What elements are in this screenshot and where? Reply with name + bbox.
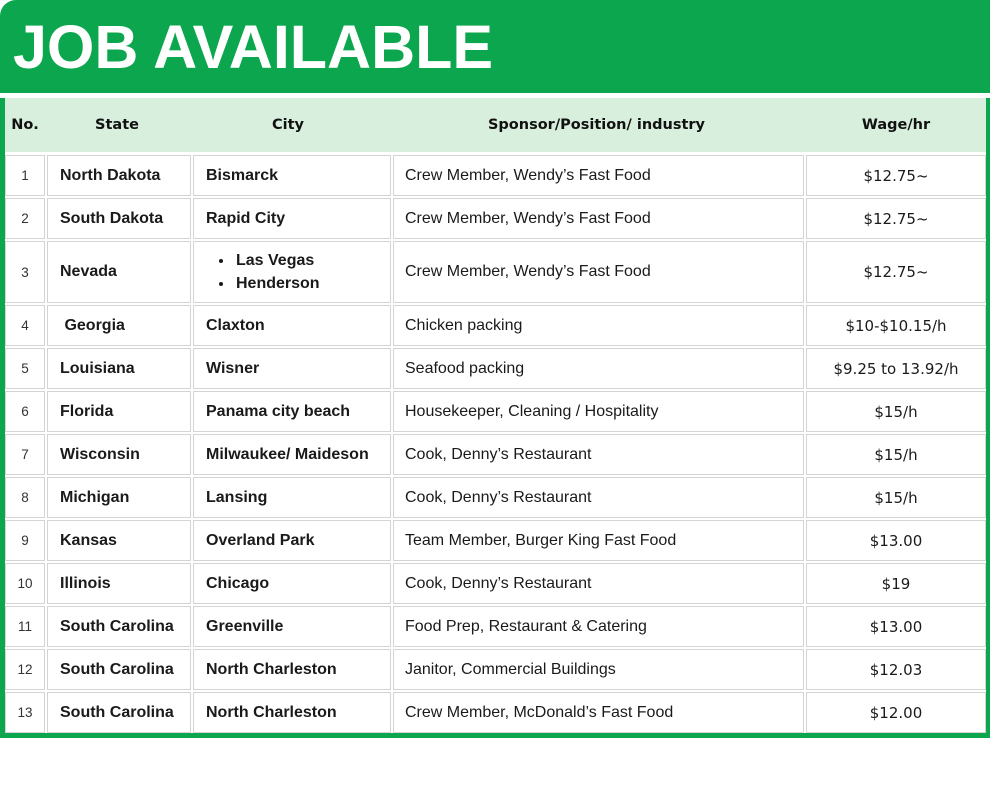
cell-wage: $12.03 [806, 649, 986, 691]
city-bullet-item: Las Vegas [234, 249, 320, 272]
cell-wage: $12.75~ [806, 155, 986, 196]
cell-row-number: 13 [5, 692, 45, 734]
table-row: 2 South Dakota Rapid City Crew Member, W… [5, 198, 986, 239]
column-header-wage: Wage/hr [861, 117, 931, 133]
cell-state: Wisconsin [47, 434, 191, 476]
table-row: 8 Michigan Lansing Cook, Denny’s Restaur… [5, 477, 986, 519]
cell-row-number: 8 [5, 477, 45, 519]
cell-wage: $15/h [806, 391, 986, 433]
cell-state: Kansas [47, 520, 191, 562]
cell-sponsor-position: Crew Member, Wendy’s Fast Food [393, 198, 804, 239]
cell-city: Las VegasHenderson [193, 241, 391, 304]
cell-row-number: 6 [5, 391, 45, 433]
cell-row-number: 1 [5, 155, 45, 196]
cell-sponsor-position: Chicken packing [393, 305, 804, 347]
column-header-state: State [95, 117, 139, 133]
cell-wage: $9.25 to 13.92/h [806, 348, 986, 390]
cell-sponsor-position: Cook, Denny’s Restaurant [393, 477, 804, 519]
cell-state: Louisiana [47, 348, 191, 390]
cell-city: North Charleston [193, 649, 391, 691]
table-body: 1 North Dakota Bismarck Crew Member, Wen… [5, 155, 986, 734]
cell-row-number: 7 [5, 434, 45, 476]
cell-city: Chicago [193, 563, 391, 605]
table-row: 7 Wisconsin Milwaukee/ Maideson Cook, De… [5, 434, 986, 476]
table-row: 6 Florida Panama city beach Housekeeper,… [5, 391, 986, 433]
cell-wage: $15/h [806, 434, 986, 476]
cell-sponsor-position: Crew Member, Wendy’s Fast Food [393, 241, 804, 304]
cell-sponsor-position: Housekeeper, Cleaning / Hospitality [393, 391, 804, 433]
cell-row-number: 2 [5, 198, 45, 239]
cell-wage: $13.00 [806, 520, 986, 562]
cell-city: Panama city beach [193, 391, 391, 433]
cell-city: Greenville [193, 606, 391, 648]
cell-state: Michigan [47, 477, 191, 519]
cell-city: North Charleston [193, 692, 391, 734]
table-row: 12 South Carolina North Charleston Janit… [5, 649, 986, 691]
cell-wage: $15/h [806, 477, 986, 519]
cell-state: North Dakota [47, 155, 191, 196]
table-row: 11 South Carolina Greenville Food Prep, … [5, 606, 986, 648]
column-header-sponsor: Sponsor/Position/ industry [487, 117, 706, 133]
city-bullet-item: Henderson [234, 272, 320, 295]
cell-wage: $12.00 [806, 692, 986, 734]
cell-city: Overland Park [193, 520, 391, 562]
cell-state: Illinois [47, 563, 191, 605]
cell-row-number: 10 [5, 563, 45, 605]
cell-wage: $13.00 [806, 606, 986, 648]
cell-city: Claxton [193, 305, 391, 347]
cell-sponsor-position: Food Prep, Restaurant & Catering [393, 606, 804, 648]
cell-row-number: 9 [5, 520, 45, 562]
cell-state: South Dakota [47, 198, 191, 239]
cell-row-number: 4 [5, 305, 45, 347]
cell-state: Florida [47, 391, 191, 433]
cell-state: South Carolina [47, 692, 191, 734]
cell-sponsor-position: Janitor, Commercial Buildings [393, 649, 804, 691]
cell-row-number: 11 [5, 606, 45, 648]
cell-sponsor-position: Cook, Denny’s Restaurant [393, 563, 804, 605]
cell-row-number: 3 [5, 241, 45, 304]
cell-city: Wisner [193, 348, 391, 390]
cell-sponsor-position: Crew Member, Wendy’s Fast Food [393, 155, 804, 196]
table-row: 4 Georgia Claxton Chicken packing $10-$1… [5, 305, 986, 347]
table-row: 10 Illinois Chicago Cook, Denny’s Restau… [5, 563, 986, 605]
cell-wage: $19 [806, 563, 986, 605]
table-row: 5 Louisiana Wisner Seafood packing $9.25… [5, 348, 986, 390]
cell-state: South Carolina [47, 606, 191, 648]
column-header-city: City [272, 117, 304, 133]
page-title: JOB AVAILABLE [13, 12, 494, 81]
column-header-no: No. [11, 117, 39, 133]
cell-sponsor-position: Seafood packing [393, 348, 804, 390]
cell-city: Bismarck [193, 155, 391, 196]
cell-city: Rapid City [193, 198, 391, 239]
cell-state: South Carolina [47, 649, 191, 691]
jobs-table: No. State City Sponsor/Position/ industr… [0, 98, 990, 739]
title-banner: JOB AVAILABLE [0, 0, 990, 93]
cell-sponsor-position: Crew Member, McDonald’s Fast Food [393, 692, 804, 734]
cell-wage: $12.75~ [806, 241, 986, 304]
cell-wage: $12.75~ [806, 198, 986, 239]
table-row: 1 North Dakota Bismarck Crew Member, Wen… [5, 155, 986, 196]
table-row: 3 Nevada Las VegasHenderson Crew Member,… [5, 241, 986, 304]
cell-wage: $10-$10.15/h [806, 305, 986, 347]
table-header-row: No. State City Sponsor/Position/ industr… [5, 98, 986, 152]
city-bullet-list: Las VegasHenderson [206, 249, 320, 295]
cell-state: Georgia [47, 305, 191, 347]
cell-sponsor-position: Team Member, Burger King Fast Food [393, 520, 804, 562]
table-row: 13 South Carolina North Charleston Crew … [5, 692, 986, 734]
cell-state: Nevada [47, 241, 191, 304]
cell-row-number: 12 [5, 649, 45, 691]
cell-row-number: 5 [5, 348, 45, 390]
cell-city: Lansing [193, 477, 391, 519]
table-row: 9 Kansas Overland Park Team Member, Burg… [5, 520, 986, 562]
cell-sponsor-position: Cook, Denny’s Restaurant [393, 434, 804, 476]
cell-city: Milwaukee/ Maideson [193, 434, 391, 476]
